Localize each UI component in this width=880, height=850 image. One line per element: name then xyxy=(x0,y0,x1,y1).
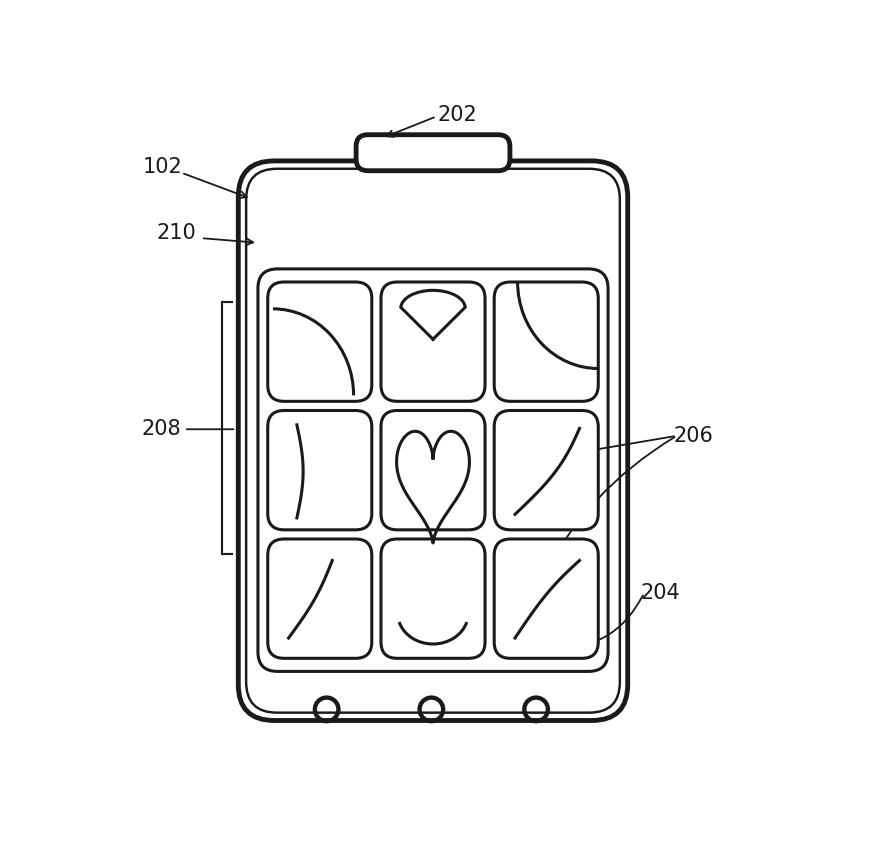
FancyBboxPatch shape xyxy=(381,539,485,658)
FancyBboxPatch shape xyxy=(381,411,485,530)
FancyBboxPatch shape xyxy=(495,411,598,530)
Text: 204: 204 xyxy=(641,583,680,603)
FancyBboxPatch shape xyxy=(268,411,372,530)
Text: 206: 206 xyxy=(673,426,714,445)
FancyBboxPatch shape xyxy=(238,161,627,721)
Text: 102: 102 xyxy=(143,157,183,178)
FancyBboxPatch shape xyxy=(258,269,608,672)
FancyBboxPatch shape xyxy=(495,539,598,658)
FancyBboxPatch shape xyxy=(246,169,620,712)
FancyBboxPatch shape xyxy=(268,539,372,658)
Text: 208: 208 xyxy=(142,419,181,439)
FancyBboxPatch shape xyxy=(495,282,598,401)
FancyBboxPatch shape xyxy=(381,282,485,401)
Text: 202: 202 xyxy=(437,105,478,125)
FancyBboxPatch shape xyxy=(268,282,372,401)
FancyBboxPatch shape xyxy=(356,134,510,171)
Text: 210: 210 xyxy=(157,223,196,243)
